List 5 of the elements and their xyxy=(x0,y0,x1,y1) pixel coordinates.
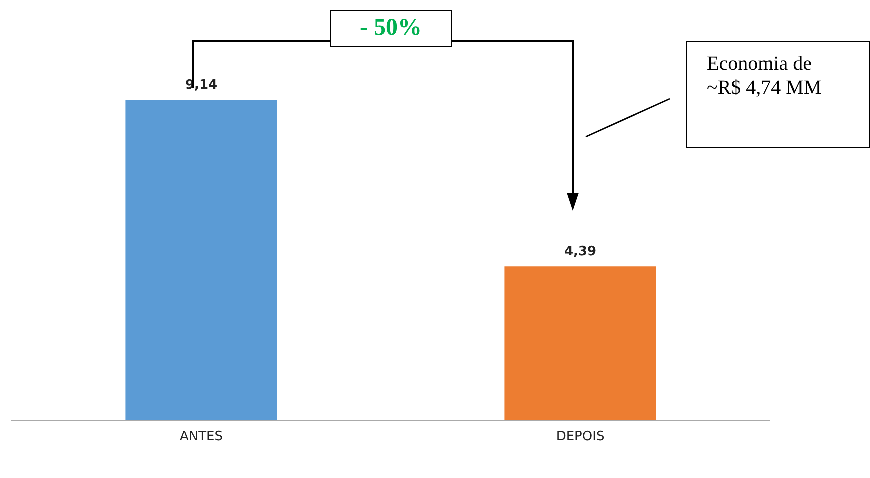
data-label: 4,39 xyxy=(564,244,597,260)
text: - 50% xyxy=(330,10,452,47)
x-tick-label: DEPOIS xyxy=(556,430,605,445)
text: Economia de ~R$ 4,74 MM xyxy=(686,41,870,148)
x-tick-label: ANTES xyxy=(180,430,224,445)
